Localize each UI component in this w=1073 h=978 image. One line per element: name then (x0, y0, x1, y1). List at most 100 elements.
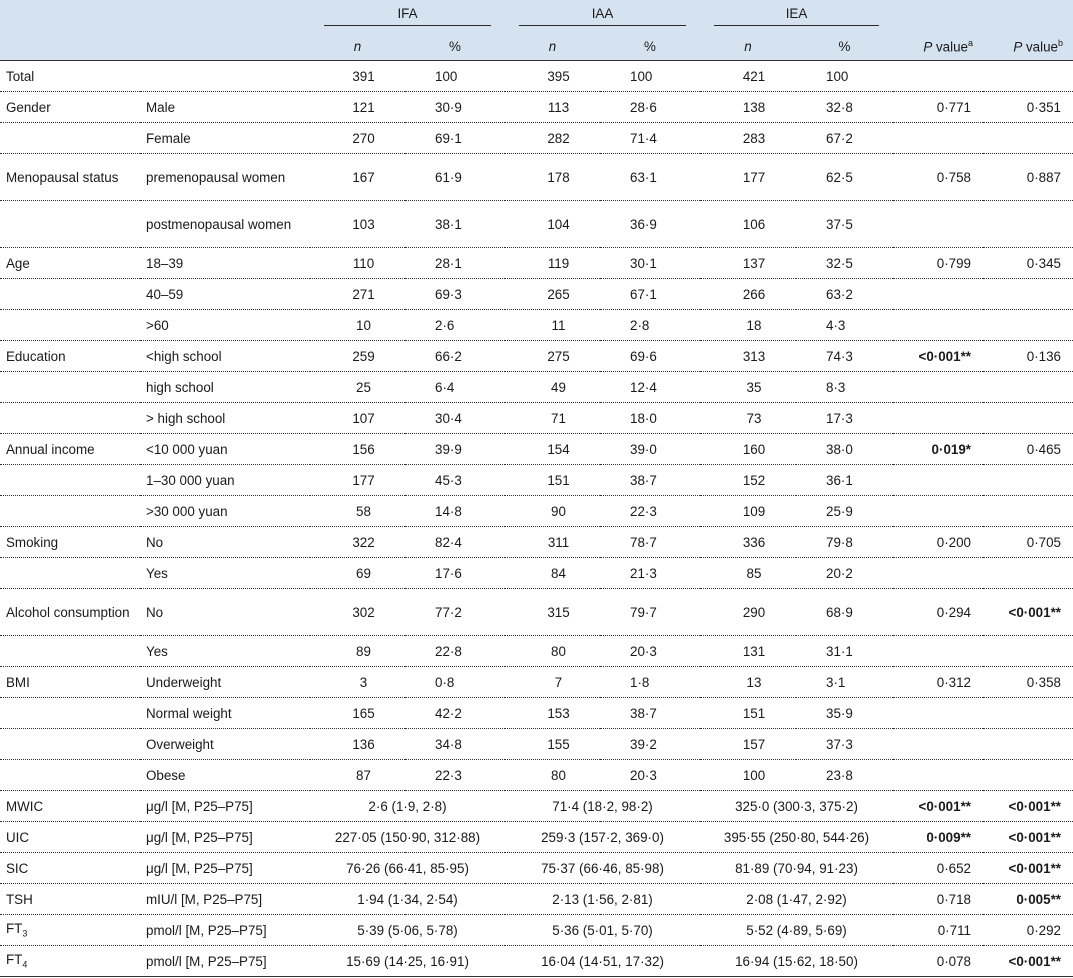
table-row: Menopausal status premenopausal women 167 6… (0, 154, 1073, 201)
row-category: FT3 (6, 921, 28, 939)
row-subcategory: mIU/l [M, P25–P75] (146, 891, 263, 907)
iea-pct-cell: 17·3 (826, 410, 853, 426)
row-category: Menopausal status (6, 169, 119, 185)
table-row: Yes 69 17·6 84 21·3 85 20·2 (0, 558, 1073, 589)
p-value-a-cell (893, 310, 983, 341)
p-value-b-cell (983, 310, 1073, 341)
ifa-median-cell: 2·6 (1·9, 2·8) (368, 798, 447, 814)
ifa-n-cell: 58 (356, 503, 371, 519)
row-category (0, 372, 140, 403)
p-value-a-cell: 0·711 (937, 922, 971, 938)
iea-pct-cell: 32·8 (826, 99, 853, 115)
table-row: BMI Underweight 3 0·8 7 1·8 13 3·1 0·312 0·358 (0, 667, 1073, 698)
iea-n-cell: 106 (742, 216, 766, 232)
iea-n-cell: 137 (742, 255, 766, 271)
table-row: TSH mIU/l [M, P25–P75] 1·94 (1·34, 2·54) 2·… (0, 884, 1073, 915)
pct-header: % (644, 38, 656, 54)
ifa-pct-cell: 30·9 (435, 99, 462, 115)
row-category (0, 760, 140, 791)
p-value-b-cell (983, 636, 1073, 667)
table-row: 40–59 271 69·3 265 67·1 266 63·2 (0, 279, 1073, 310)
row-category: Alcohol consumption (6, 604, 130, 620)
table-row: high school 25 6·4 49 12·4 35 8·3 (0, 372, 1073, 403)
group-header-ifa: IFA (310, 0, 505, 32)
table-header: IFA IAA IEA n % n % n % P valuea P value… (0, 0, 1073, 61)
iaa-pct-cell: 20·3 (630, 643, 657, 659)
p-value-a-cell (893, 201, 983, 248)
ifa-n-cell: 25 (356, 379, 371, 395)
iaa-n-cell: 49 (551, 379, 566, 395)
iaa-median-cell: 5·36 (5·01, 5·70) (552, 922, 653, 938)
row-subcategory: No (146, 604, 164, 620)
row-category: Total (6, 68, 35, 84)
ifa-pct-cell: 30·4 (435, 410, 462, 426)
p-value-b-cell (983, 61, 1073, 92)
table-row: Smoking No 322 82·4 311 78·7 336 79·8 0·200 0·705 (0, 527, 1073, 558)
ifa-n-cell: 136 (352, 736, 375, 752)
p-value-a-cell (893, 636, 983, 667)
ifa-pct-cell: 45·3 (435, 472, 462, 488)
table-row: Total 391 100 395 100 421 100 (0, 61, 1073, 92)
p-value-a-header: P valuea (923, 37, 973, 55)
iaa-pct-cell: 2·8 (630, 317, 650, 333)
iaa-pct-cell: 39·2 (630, 736, 657, 752)
iaa-pct-cell: 38·7 (630, 705, 657, 721)
iaa-pct-cell: 71·4 (630, 130, 657, 146)
table-row: MWIC μg/l [M, P25–P75] 2·6 (1·9, 2·8) 71·4 … (0, 791, 1073, 822)
header-blank (140, 0, 310, 32)
p-value-a-cell (893, 123, 983, 154)
iea-median-cell: 81·89 (70·94, 91·23) (735, 860, 858, 876)
iaa-n-cell: 153 (547, 705, 570, 721)
iaa-n-cell: 178 (547, 169, 570, 185)
header-blank (0, 32, 140, 61)
p-value-a-cell (893, 403, 983, 434)
table-row: Annual income <10 000 yuan 156 39·9 154 39·0 1… (0, 434, 1073, 465)
row-category (0, 310, 140, 341)
iea-n-cell: 160 (742, 441, 766, 457)
p-value-b-cell: <0·001** (1008, 798, 1062, 814)
p-value-a-cell (893, 372, 983, 403)
row-subcategory: Overweight (146, 736, 214, 752)
table-row: Yes 89 22·8 80 20·3 131 31·1 (0, 636, 1073, 667)
table-row: 1–30 000 yuan 177 45·3 151 38·7 152 36·1 (0, 465, 1073, 496)
p-value-b-header: P valueb (1013, 37, 1063, 55)
p-value-b-cell (983, 698, 1073, 729)
p-value-b-cell: 0·358 (1026, 674, 1061, 690)
row-subcategory: Yes (146, 643, 168, 659)
iaa-n-cell: 119 (547, 255, 570, 271)
iaa-n-cell: 71 (551, 410, 566, 426)
ifa-pct-cell: 6·4 (435, 379, 455, 395)
row-category (0, 403, 140, 434)
iea-n-cell: 157 (742, 736, 766, 752)
ifa-n-cell: 259 (352, 348, 375, 364)
p-value-b-cell: 0·351 (1026, 99, 1061, 115)
row-category (0, 496, 140, 527)
iea-median-cell: 325·0 (300·3, 375·2) (735, 798, 858, 814)
iaa-pct-cell: 12·4 (630, 379, 657, 395)
row-category: Annual income (6, 441, 95, 457)
iea-pct-cell: 3·1 (826, 674, 846, 690)
row-category (0, 729, 140, 760)
iea-pct-cell: 20·2 (826, 565, 853, 581)
header-blank (140, 32, 310, 61)
iea-n-cell: 109 (742, 503, 766, 519)
iaa-n-cell: 80 (551, 643, 566, 659)
p-value-a-cell: <0·001** (918, 798, 972, 814)
iea-n-cell: 100 (742, 767, 766, 783)
iaa-n-cell: 80 (551, 767, 566, 783)
iaa-n-cell: 154 (547, 441, 570, 457)
iea-pct-cell: 100 (826, 68, 849, 84)
row-category (0, 201, 140, 248)
table-row: UIC μg/l [M, P25–P75] 227·05 (150·90, 312·… (0, 822, 1073, 853)
ifa-median-cell: 5·39 (5·06, 5·78) (357, 922, 458, 938)
row-category (0, 123, 140, 154)
row-subcategory: postmenopausal women (146, 216, 292, 232)
p-value-a-cell: 0·758 (936, 169, 971, 185)
p-value-b-cell: <0·001** (1008, 860, 1062, 876)
ifa-n-cell: 69 (356, 565, 371, 581)
ifa-median-cell: 76·26 (66·41, 85·95) (346, 860, 469, 876)
ifa-n-cell: 87 (356, 767, 371, 783)
iaa-n-cell: 395 (547, 68, 570, 84)
iaa-n-cell: 84 (551, 565, 566, 581)
ifa-pct-cell: 69·3 (435, 286, 462, 302)
